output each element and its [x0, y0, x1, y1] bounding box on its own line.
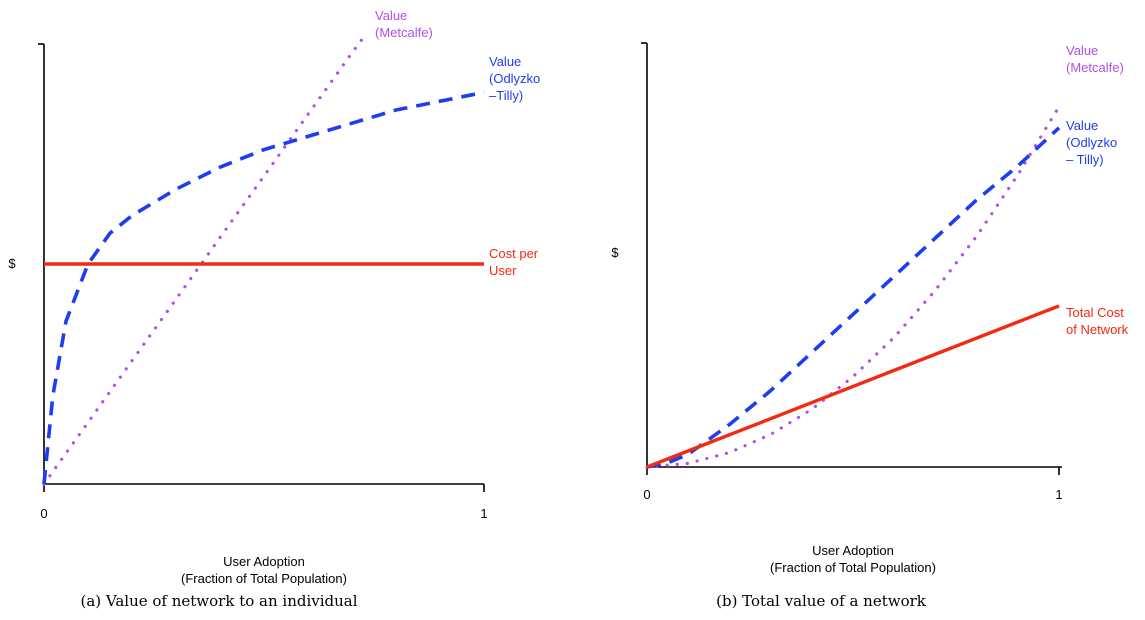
series-label-odlyzko: –Tilly): [489, 88, 523, 103]
series-label-cost: Total Cost: [1066, 305, 1124, 320]
series-label-odlyzko: – Tilly): [1066, 152, 1104, 167]
chart-panel-b: 0 1 $ User Adoption (Fraction of Total Popul…: [611, 42, 1129, 610]
chart-panel-a: 0 1 $ User Adoption (Fraction of Total Popul…: [8, 8, 540, 610]
series-label-odlyzko: (Odlyzko: [489, 71, 540, 86]
series-line-odlyzko: [646, 126, 1061, 469]
x-axis-label: User Adoption: [223, 554, 305, 569]
series-label-cost: of Network: [1066, 322, 1129, 337]
series-label-metcalfe: Value: [375, 8, 407, 23]
chart-caption: (a) Value of network to an individual: [80, 592, 357, 610]
y-axis-label: $: [611, 245, 619, 260]
chart-caption: (b) Total value of a network: [716, 592, 927, 610]
x-tick-label: 0: [40, 506, 47, 521]
x-axis-label: User Adoption: [812, 543, 894, 558]
y-axis-label: $: [8, 256, 16, 271]
series-line-metcalfe: [645, 104, 1061, 469]
series-label-metcalfe: Value: [1066, 43, 1098, 58]
series-label-odlyzko: Value: [1066, 118, 1098, 133]
x-axis-label: (Fraction of Total Population): [181, 571, 347, 586]
series-label-metcalfe: (Metcalfe): [1066, 60, 1124, 75]
series-label-odlyzko: Value: [489, 54, 521, 69]
series-label-cost: Cost per: [489, 246, 539, 261]
x-tick-label: 1: [480, 506, 487, 521]
x-axis-label: (Fraction of Total Population): [770, 560, 936, 575]
series-label-cost: User: [489, 263, 517, 278]
series-line-cost: [646, 304, 1060, 469]
x-tick-label: 1: [1055, 487, 1062, 502]
series-label-metcalfe: (Metcalfe): [375, 25, 433, 40]
x-tick-label: 0: [643, 487, 650, 502]
series-line-metcalfe: [42, 33, 367, 486]
series-label-odlyzko: (Odlyzko: [1066, 135, 1117, 150]
series-line-odlyzko: [42, 90, 485, 485]
